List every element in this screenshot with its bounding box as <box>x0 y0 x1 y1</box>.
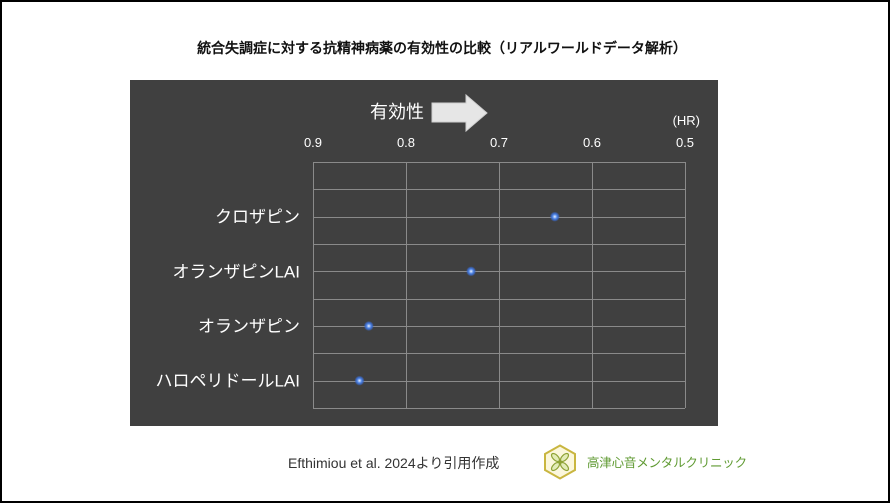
clinic-name: 高津心音メンタルクリニック <box>587 456 747 470</box>
hexagon-leaf-logo-icon <box>543 444 577 480</box>
x-tick-labels: 0.9 0.8 0.7 0.6 0.5 <box>304 135 694 150</box>
chart-title: 統合失調症に対する抗精神病薬の有効性の比較（リアルワールドデータ解析） <box>197 40 687 56</box>
data-point <box>363 321 374 331</box>
efficacy-direction-label: 有効性 <box>370 102 424 122</box>
x-axis-unit-label: (HR) <box>673 113 700 128</box>
x-tick-label: 0.6 <box>583 135 601 150</box>
x-tick-label: 0.7 <box>490 135 508 150</box>
data-point <box>549 211 560 222</box>
category-label: オランザピン <box>198 317 300 336</box>
chart-panel: 0.9 0.8 0.7 0.6 0.5 クロザピンオランザピンLAI オランザピンハロペリ… <box>130 80 718 426</box>
gridlines <box>313 162 686 409</box>
x-tick-label: 0.5 <box>676 135 694 150</box>
category-label: クロザピン <box>215 208 300 227</box>
data-points <box>354 211 560 386</box>
data-point <box>354 375 365 386</box>
x-tick-label: 0.9 <box>304 135 322 150</box>
right-arrow-icon <box>431 93 488 133</box>
data-point <box>466 266 477 277</box>
citation-text: Efthimiou et al. 2024より引用作成 <box>288 455 500 471</box>
x-tick-label: 0.8 <box>397 135 415 150</box>
category-label: オランザピンLAI <box>172 262 300 281</box>
category-label: ハロペリドールLAI <box>155 372 300 391</box>
